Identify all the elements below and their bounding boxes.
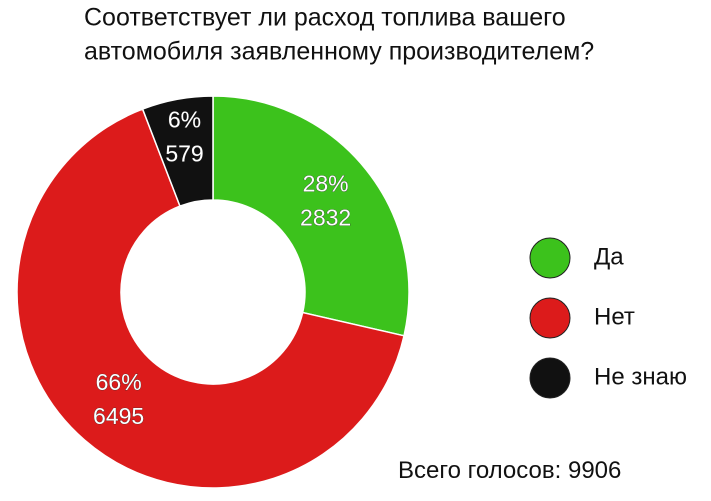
percent-label: 6%	[168, 107, 201, 133]
legend-label: Не знаю	[594, 363, 687, 390]
chart-title: автомобиля заявленному производителем?	[84, 38, 594, 66]
legend-marker	[529, 297, 571, 339]
slice	[16, 108, 405, 489]
total-votes: Всего голосов: 9906	[398, 457, 621, 484]
count-label: 2832	[300, 204, 351, 230]
percent-label: 66%	[96, 369, 142, 395]
count-label: 579	[165, 141, 203, 167]
total-value: 9906	[568, 457, 621, 484]
count-label: 6495	[93, 403, 144, 429]
legend-label: Да	[594, 243, 624, 270]
legend-marker	[529, 237, 571, 279]
legend-label: Нет	[594, 303, 635, 330]
legend-marker	[529, 357, 571, 399]
slice	[141, 95, 214, 208]
percent-label: 28%	[303, 170, 349, 196]
slice	[212, 95, 410, 337]
chart-title: Соответствует ли расход топлива вашего	[84, 4, 566, 32]
total-prefix: Всего голосов:	[398, 457, 561, 484]
